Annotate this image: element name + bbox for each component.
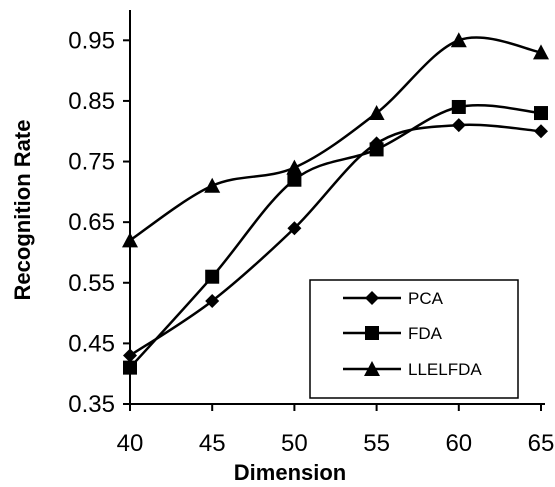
data-point-llelfda	[533, 44, 549, 60]
data-point-fda	[369, 142, 384, 157]
data-point-pca	[534, 124, 548, 139]
data-point-pca	[123, 348, 137, 363]
y-tick-label: 0.55	[68, 270, 115, 297]
data-point-fda	[205, 269, 220, 284]
x-tick-label: 40	[117, 430, 144, 457]
series-line-llelfda	[129, 36, 542, 242]
data-point-pca	[205, 293, 220, 308]
plot-area: 0.35 0.45 0.55 0.65 0.75 0.85 0.95 40 45 50 55 60 6…	[68, 10, 554, 457]
y-axis-title: Recognition Rate	[10, 120, 35, 301]
y-tick-label: 0.95	[68, 27, 115, 54]
data-point-llelfda	[368, 105, 385, 121]
y-tick-label: 0.75	[68, 149, 115, 176]
data-point-llelfda	[122, 232, 138, 248]
y-tick-label: 0.35	[68, 391, 115, 418]
y-tick-label: 0.85	[68, 88, 115, 115]
legend-items: PCA FDA LLELFDA	[343, 289, 482, 379]
data-point-llelfda	[450, 32, 467, 48]
x-tick-label: 65	[528, 430, 555, 457]
legend: PCA FDA LLELFDA	[309, 279, 519, 399]
x-axis-title: Dimension	[234, 460, 346, 485]
y-tick-label: 0.65	[68, 209, 115, 236]
data-point-llelfda	[286, 159, 303, 175]
legend-marker-pca	[365, 291, 379, 305]
legend-label-fda: FDA	[408, 324, 443, 343]
legend-box	[309, 279, 519, 399]
x-tick-label: 55	[363, 430, 390, 457]
x-tick-label: 50	[281, 430, 308, 457]
data-point-fda	[451, 99, 466, 114]
series-markers	[122, 32, 549, 375]
data-point-pca	[451, 118, 466, 133]
legend-label-pca: PCA	[408, 289, 444, 308]
legend-label-llelfda: LLELFDA	[408, 360, 482, 379]
data-point-llelfda	[204, 177, 221, 193]
data-point-fda	[534, 106, 548, 121]
data-point-fda	[123, 360, 137, 375]
x-tick-label: 45	[199, 430, 226, 457]
x-ticks: 40 45 50 55 60 65	[117, 404, 555, 457]
data-point-fda	[287, 172, 302, 187]
x-tick-label: 60	[445, 430, 472, 457]
y-ticks: 0.35 0.45 0.55 0.65 0.75 0.85 0.95	[68, 27, 130, 418]
legend-marker-fda	[365, 326, 379, 340]
legend-marker-llelfda	[364, 361, 380, 376]
y-tick-label: 0.45	[68, 330, 115, 357]
data-point-pca	[287, 221, 302, 236]
